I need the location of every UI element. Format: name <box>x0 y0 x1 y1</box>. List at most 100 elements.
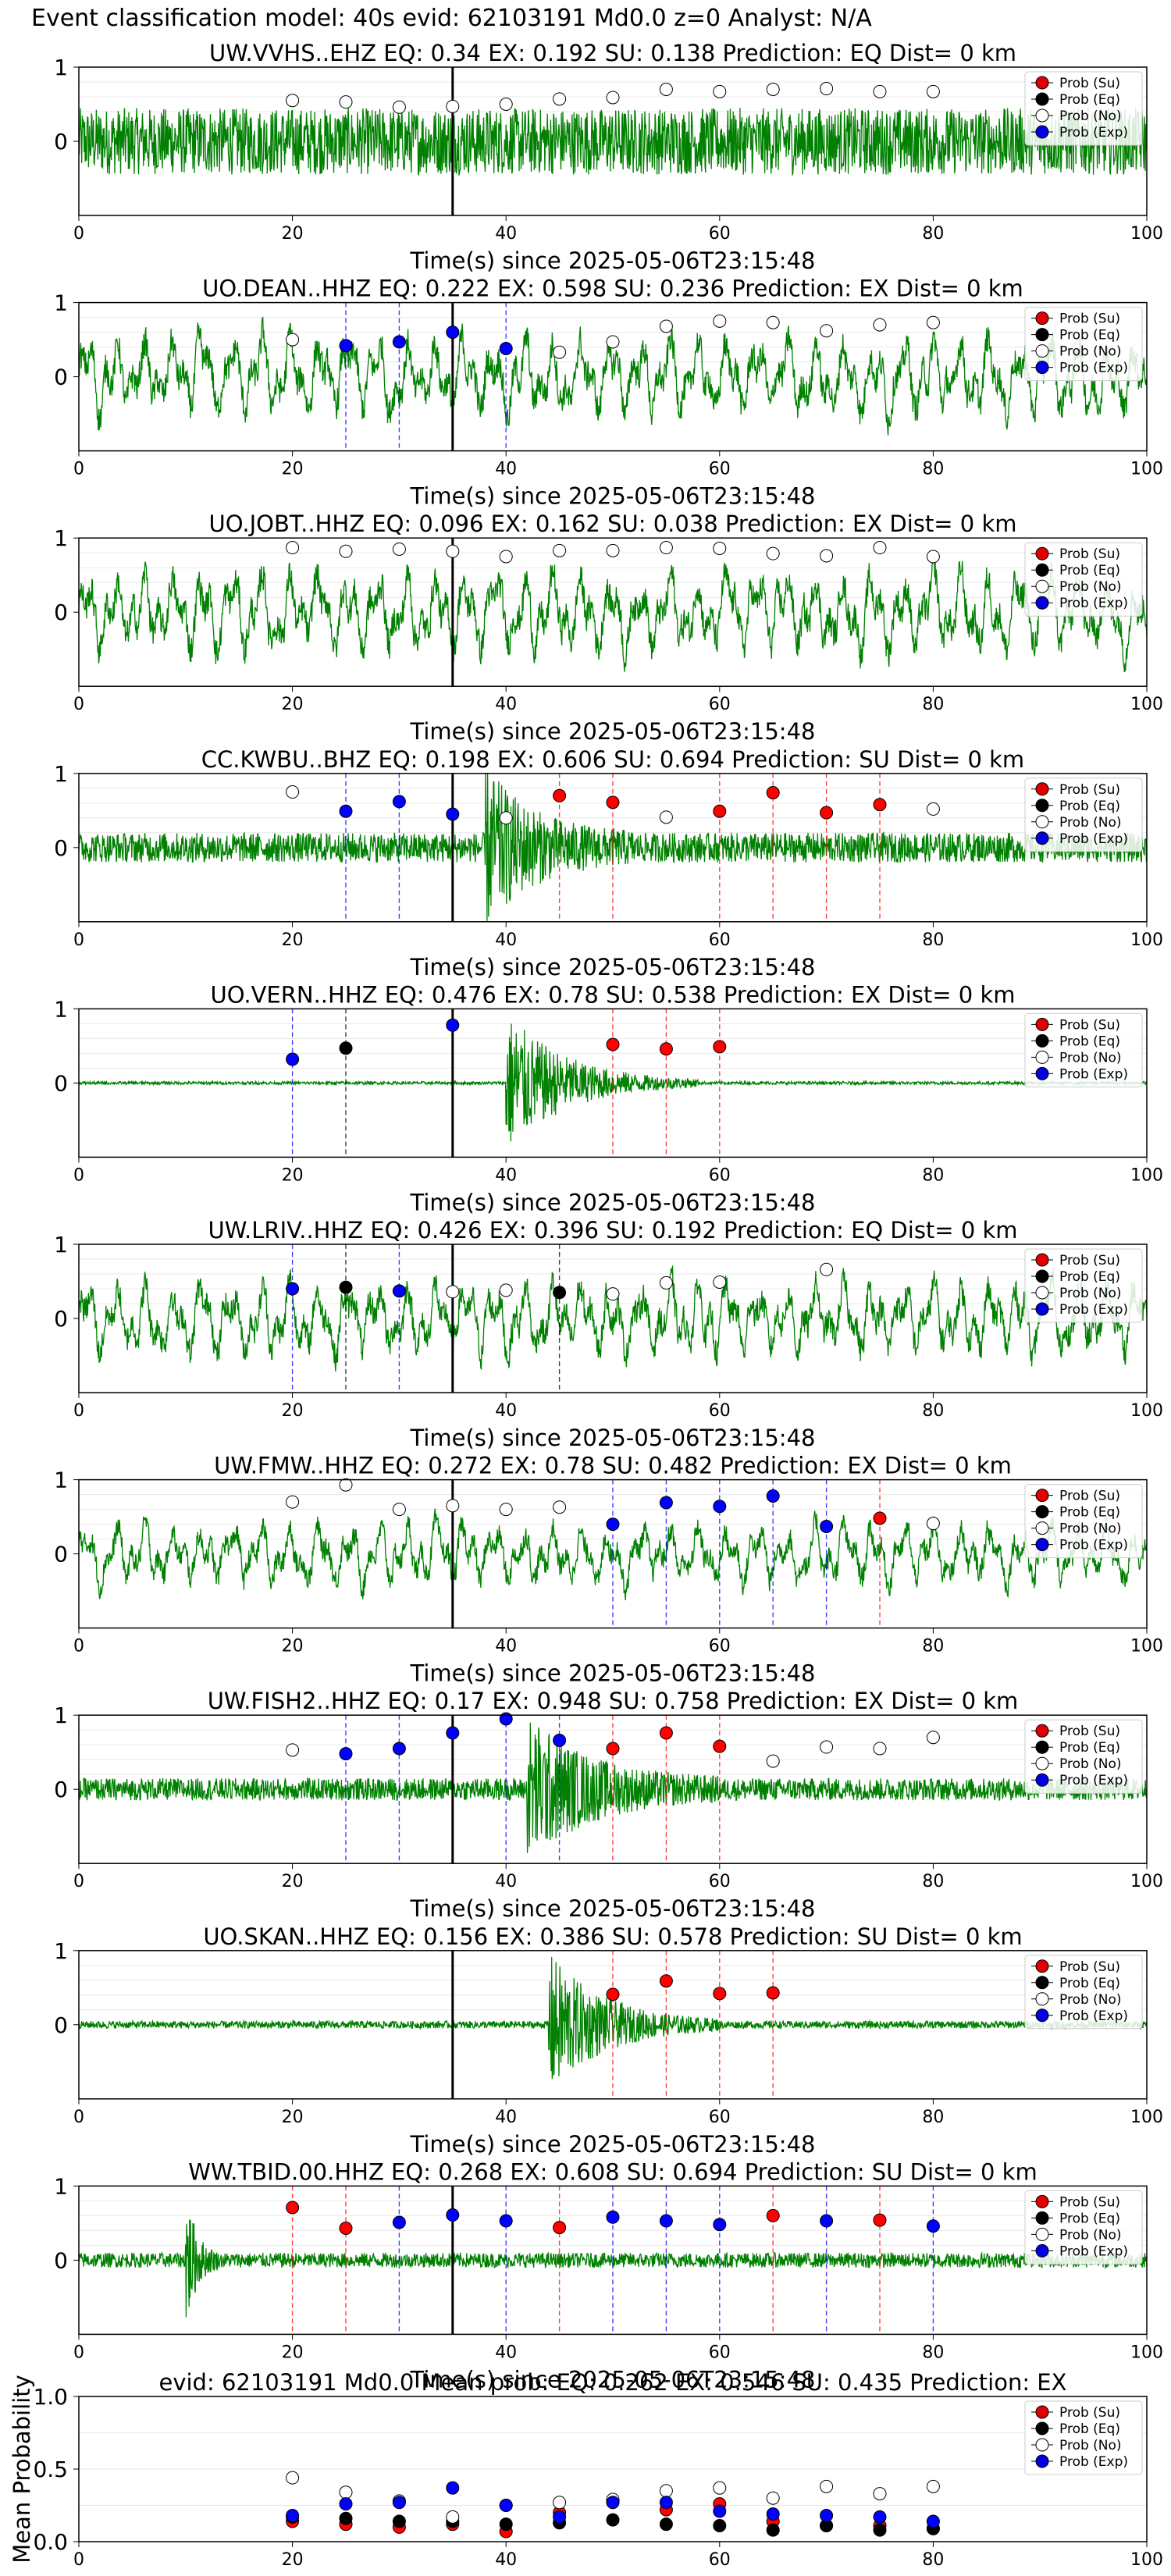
x-tick-label: 100 <box>1130 1165 1163 1185</box>
probability-point <box>553 1734 567 1747</box>
x-tick-label: 80 <box>922 2550 944 2570</box>
x-axis-label: Time(s) since 2025-05-06T23:15:48 <box>410 1660 816 1687</box>
probability-point <box>659 1496 673 1510</box>
x-tick-label: 80 <box>922 1637 944 1656</box>
x-axis-label: Time(s) since 2025-05-06T23:15:48 <box>410 247 816 274</box>
probability-point <box>286 94 300 108</box>
probability-point <box>499 811 513 825</box>
probability-point <box>606 1037 620 1051</box>
legend-label: Prob (Exp) <box>1059 1773 1128 1788</box>
legend-box <box>1024 1248 1143 1323</box>
y-tick-label: 0 <box>54 365 68 390</box>
probability-point <box>392 335 406 349</box>
mean-probability-point <box>553 2496 567 2510</box>
probability-point <box>713 1275 727 1289</box>
x-tick-label: 100 <box>1130 2108 1163 2127</box>
probability-point <box>606 2210 620 2224</box>
probability-point <box>659 1974 673 1988</box>
mean-probability-point <box>713 2481 727 2495</box>
probability-point <box>873 1511 887 1525</box>
station-panel-8: UW.FISH2..HHZ EQ: 0.17 EX: 0.948 SU: 0.7… <box>54 1688 1163 1922</box>
legend-label: Prob (Eq) <box>1059 92 1120 108</box>
x-tick-label: 0 <box>73 1165 84 1185</box>
probability-point <box>446 1726 460 1740</box>
probability-point <box>446 1499 460 1513</box>
panel-title: UW.FMW..HHZ EQ: 0.272 EX: 0.78 SU: 0.482… <box>214 1453 1012 1479</box>
probability-point <box>873 798 887 812</box>
x-tick-label: 40 <box>495 1872 517 1891</box>
mean-probability-point <box>339 2511 353 2525</box>
legend-label: Prob (Exp) <box>1059 831 1128 847</box>
probability-point <box>339 1478 353 1492</box>
probability-point <box>713 2218 727 2232</box>
legend-label: Prob (No) <box>1059 1521 1122 1537</box>
probability-point <box>499 1503 513 1517</box>
legend-box <box>1024 307 1143 382</box>
mean-probability-point <box>820 2509 834 2523</box>
legend-marker <box>1035 2243 1049 2258</box>
legend-label: Prob (No) <box>1059 1992 1122 2008</box>
x-tick-label: 20 <box>282 695 304 714</box>
station-panel-1: UW.VVHS..EHZ EQ: 0.34 EX: 0.192 SU: 0.13… <box>54 40 1163 274</box>
x-tick-label: 60 <box>709 2550 731 2570</box>
probability-point <box>339 1747 353 1761</box>
probability-point <box>446 326 460 340</box>
probability-point <box>766 315 780 329</box>
legend-marker <box>1035 546 1049 560</box>
legend-marker <box>1035 92 1049 106</box>
x-tick-label: 20 <box>282 2343 304 2362</box>
probability-point <box>873 541 887 555</box>
legend-marker <box>1035 1302 1049 1316</box>
mean-probability-point <box>820 2479 834 2493</box>
probability-point <box>392 2215 406 2229</box>
legend-label: Prob (Eq) <box>1059 1976 1120 1991</box>
x-tick-label: 0 <box>73 695 84 714</box>
station-panel-9: UO.SKAN..HHZ EQ: 0.156 EX: 0.386 SU: 0.5… <box>54 1923 1163 2158</box>
probability-point <box>339 1280 353 1294</box>
x-tick-label: 60 <box>709 930 731 950</box>
legend-label: Prob (Eq) <box>1059 1505 1120 1521</box>
legend-box <box>1024 542 1143 617</box>
legend-box <box>1024 2400 1143 2475</box>
legend-marker <box>1035 1740 1049 1754</box>
probability-point <box>713 84 727 98</box>
legend-marker <box>1035 361 1049 375</box>
mean-probability-point <box>286 2509 300 2523</box>
y-tick-label: 1 <box>54 1468 68 1493</box>
x-tick-label: 60 <box>709 2108 731 2127</box>
probability-point <box>873 84 887 98</box>
station-panel-10: WW.TBID.00.HHZ EQ: 0.268 EX: 0.608 SU: 0… <box>54 2158 1163 2393</box>
probability-point <box>873 1742 887 1756</box>
x-axis-label: Time(s) since 2025-05-06T23:15:48 <box>410 2131 816 2158</box>
probability-point <box>286 1495 300 1509</box>
probability-point <box>286 1052 300 1066</box>
station-panel-6: UW.LRIV..HHZ EQ: 0.426 EX: 0.396 SU: 0.1… <box>54 1217 1163 1451</box>
legend-marker <box>1035 1253 1049 1267</box>
x-tick-label: 80 <box>922 1872 944 1891</box>
probability-point <box>286 785 300 799</box>
legend-label: Prob (Eq) <box>1059 1740 1120 1756</box>
x-tick-label: 100 <box>1130 1401 1163 1421</box>
probability-point <box>659 541 673 555</box>
legend-label: Prob (Eq) <box>1059 1034 1120 1049</box>
legend-label: Prob (Su) <box>1059 1253 1120 1268</box>
x-tick-label: 0 <box>73 2343 84 2362</box>
x-tick-label: 60 <box>709 2343 731 2362</box>
probability-point <box>286 1743 300 1757</box>
y-tick-label: 1 <box>54 1938 68 1964</box>
legend-box <box>1024 1484 1143 1559</box>
y-tick-label: 1 <box>54 55 68 80</box>
x-tick-label: 80 <box>922 460 944 479</box>
legend-marker <box>1035 311 1049 326</box>
legend-label: Prob (Su) <box>1059 2405 1120 2421</box>
probability-point <box>339 1041 353 1055</box>
legend-marker <box>1035 328 1049 342</box>
legend-marker <box>1035 344 1049 358</box>
y-tick-label: 0 <box>54 1777 68 1802</box>
probability-point <box>553 2221 567 2235</box>
x-tick-label: 40 <box>495 695 517 714</box>
y-tick-label: 0 <box>54 1306 68 1332</box>
x-tick-label: 100 <box>1130 1637 1163 1656</box>
legend-marker <box>1035 2194 1049 2208</box>
x-tick-label: 80 <box>922 224 944 244</box>
